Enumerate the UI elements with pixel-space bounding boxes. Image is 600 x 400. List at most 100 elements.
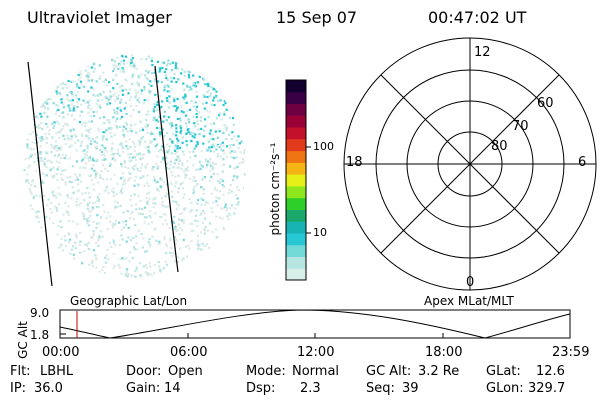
- color-bar-tick-label-100: 100: [313, 140, 334, 153]
- speckle-pixel: [98, 271, 101, 274]
- speckle-pixel: [26, 173, 29, 176]
- speckle-pixel: [164, 260, 167, 263]
- speckle-pixel: [64, 201, 67, 204]
- speckle-pixel: [118, 64, 121, 67]
- speckle-pixel: [155, 76, 159, 79]
- speckle-pixel: [93, 114, 96, 118]
- speckle-pixel: [45, 141, 49, 144]
- speckle-pixel: [227, 133, 230, 136]
- speckle-pixel: [81, 262, 84, 265]
- speckle-pixel: [149, 216, 152, 219]
- speckle-pixel: [187, 73, 190, 76]
- speckle-pixel: [134, 164, 138, 167]
- speckle-pixel: [130, 76, 134, 79]
- speckle-pixel: [87, 111, 90, 114]
- speckle-pixel: [64, 244, 67, 248]
- speckle-pixel: [206, 90, 209, 93]
- speckle-pixel: [84, 191, 87, 194]
- speckle-pixel: [52, 222, 55, 225]
- speckle-pixel: [116, 112, 119, 115]
- speckle-pixel: [40, 156, 43, 160]
- speckle-pixel: [143, 206, 146, 209]
- speckle-pixel: [171, 195, 174, 198]
- speckle-pixel: [80, 251, 83, 254]
- speckle-pixel: [173, 252, 176, 255]
- speckle-pixel: [138, 101, 141, 104]
- speckle-pixel: [88, 99, 92, 102]
- speckle-pixel: [122, 135, 126, 138]
- mlt-label-6: 6: [578, 155, 587, 170]
- speckle-pixel: [215, 148, 218, 151]
- speckle-pixel: [78, 251, 81, 254]
- speckle-pixel: [57, 155, 60, 158]
- speckle-pixel: [147, 83, 150, 86]
- speckle-pixel: [66, 196, 69, 199]
- speckle-pixel: [238, 142, 241, 145]
- speckle-pixel: [103, 96, 106, 99]
- speckle-pixel: [127, 236, 130, 239]
- speckle-pixel: [114, 133, 117, 137]
- speckle-pixel: [112, 108, 116, 112]
- speckle-pixel: [166, 149, 169, 152]
- speckle-pixel: [72, 109, 75, 112]
- speckle-pixel: [117, 94, 120, 97]
- speckle-pixel: [84, 69, 87, 72]
- speckle-pixel: [86, 245, 89, 248]
- speckle-pixel: [192, 179, 195, 182]
- speckle-pixel: [211, 210, 214, 213]
- speckle-pixel: [38, 126, 42, 129]
- speckle-pixel: [165, 243, 168, 246]
- speckle-pixel: [128, 64, 132, 67]
- speckle-pixel: [103, 210, 106, 213]
- speckle-pixel: [128, 177, 131, 180]
- speckle-pixel: [110, 135, 113, 138]
- speckle-pixel: [132, 64, 135, 67]
- speckle-pixel: [52, 123, 56, 126]
- status-mode-value: Normal: [292, 364, 340, 379]
- color-bar-cell: [286, 244, 306, 257]
- speckle-pixel: [209, 150, 212, 153]
- speckle-pixel: [66, 134, 69, 137]
- speckle-pixel: [122, 59, 125, 62]
- speckle-pixel: [89, 115, 92, 118]
- speckle-pixel: [76, 178, 80, 181]
- speckle-pixel: [195, 116, 198, 119]
- speckle-pixel: [176, 156, 179, 159]
- speckle-pixel: [141, 136, 144, 139]
- speckle-pixel: [108, 102, 112, 105]
- speckle-pixel: [191, 135, 194, 138]
- speckle-pixel: [231, 178, 235, 182]
- speckle-pixel: [119, 117, 122, 120]
- speckle-pixel: [27, 181, 31, 184]
- speckle-pixel: [44, 132, 47, 135]
- status-seq-label: Seq:: [366, 381, 395, 396]
- speckle-pixel: [72, 191, 75, 195]
- speckle-pixel: [121, 238, 124, 241]
- speckle-pixel: [66, 176, 69, 179]
- speckle-pixel: [194, 154, 197, 158]
- speckle-pixel: [107, 98, 110, 101]
- speckle-pixel: [37, 124, 41, 127]
- speckle-pixel: [165, 223, 168, 226]
- speckle-pixel: [42, 181, 45, 184]
- speckle-pixel: [94, 254, 97, 257]
- speckle-pixel: [135, 94, 138, 97]
- speckle-pixel: [128, 88, 132, 91]
- speckle-pixel: [150, 84, 153, 87]
- speckle-pixel: [101, 158, 104, 162]
- speckle-pixel: [197, 110, 200, 114]
- speckle-pixel: [150, 221, 154, 224]
- orbit-xtick-0000: 00:00: [42, 345, 80, 360]
- speckle-pixel: [183, 170, 186, 173]
- speckle-pixel: [161, 203, 164, 206]
- speckle-pixel: [194, 146, 197, 149]
- speckle-pixel: [49, 143, 53, 146]
- speckle-pixel: [59, 93, 62, 96]
- speckle-pixel: [56, 85, 59, 88]
- speckle-pixel: [162, 267, 165, 270]
- speckle-pixel: [88, 73, 91, 76]
- speckle-pixel: [154, 93, 157, 96]
- speckle-pixel: [157, 189, 160, 192]
- speckle-pixel: [88, 120, 91, 123]
- speckle-pixel: [84, 162, 88, 165]
